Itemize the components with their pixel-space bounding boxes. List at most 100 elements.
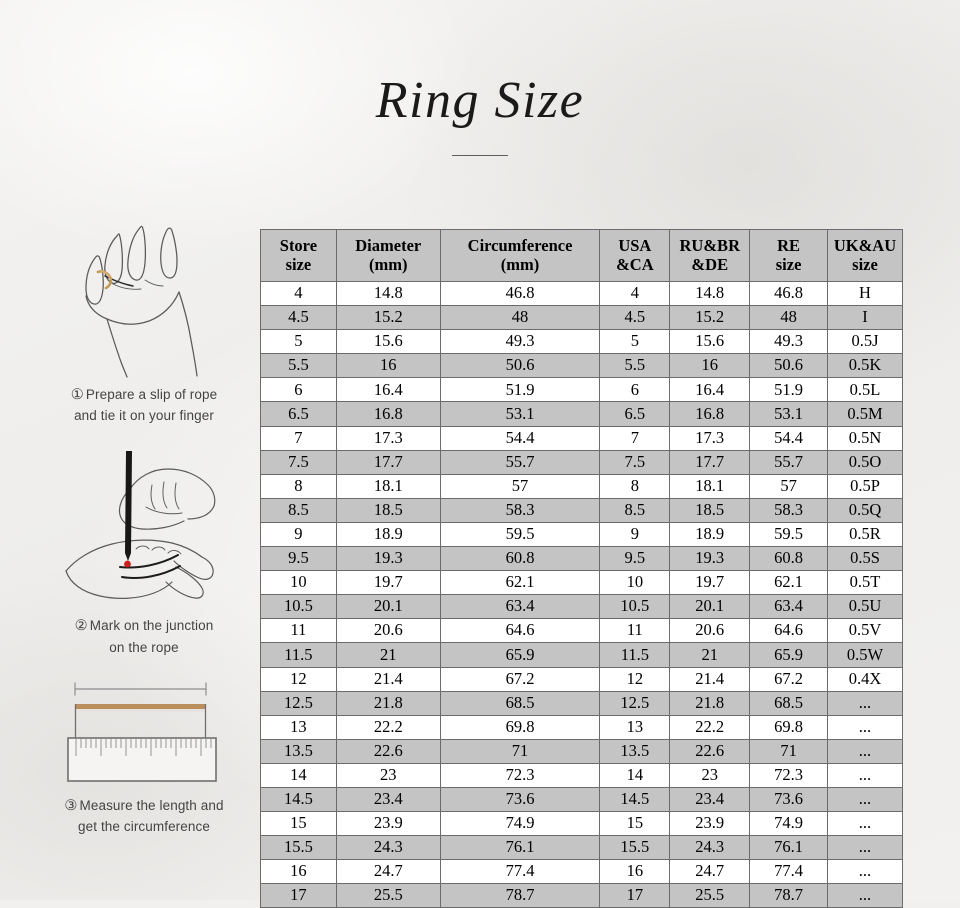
table-row: 9 18.9 59.5 9 18.9 59.5 0.5R bbox=[260, 521, 904, 548]
table-cell: 5 bbox=[599, 329, 671, 355]
table-row: 9.5 19.3 60.8 9.5 19.3 60.8 0.5S bbox=[260, 546, 904, 572]
table-cell: 17.7 bbox=[669, 449, 751, 475]
table-cell: 21 bbox=[335, 642, 441, 668]
table-cell: ... bbox=[826, 690, 904, 716]
table-cell: 23 bbox=[335, 762, 441, 788]
table-cell: 22.2 bbox=[669, 714, 751, 740]
table-cell: 17.3 bbox=[335, 425, 441, 451]
table-cell: 54.4 bbox=[439, 425, 601, 451]
table-cell: 46.8 bbox=[749, 280, 828, 307]
table-cell: 63.4 bbox=[749, 594, 828, 620]
table-cell: 12 bbox=[599, 666, 671, 692]
table-cell: 23.4 bbox=[669, 786, 751, 813]
table-cell: 8.5 bbox=[599, 497, 671, 523]
table-cell: 0.5R bbox=[826, 521, 904, 548]
table-cell: 23.9 bbox=[335, 811, 441, 837]
table-cell: 20.1 bbox=[669, 594, 751, 620]
table-cell: 9 bbox=[260, 521, 337, 548]
table-cell: 21.4 bbox=[669, 666, 751, 692]
table-row: 6.5 16.8 53.1 6.5 16.8 53.1 0.5M bbox=[260, 401, 904, 427]
table-cell: H bbox=[826, 280, 904, 307]
table-cell: 14.8 bbox=[669, 280, 751, 307]
table-cell: 22.2 bbox=[335, 714, 441, 740]
table-row: 12.5 21.8 68.5 12.5 21.8 68.5... bbox=[260, 690, 904, 716]
table-cell: 21 bbox=[669, 642, 751, 668]
table-cell: 22.6 bbox=[669, 738, 751, 764]
table-cell: 19.7 bbox=[669, 570, 751, 596]
table-cell: 48 bbox=[749, 305, 828, 331]
table-cell: 0.4X bbox=[826, 666, 904, 692]
table-header-row: Store size Diameter (mm) Circumference (mm… bbox=[260, 229, 904, 282]
table-cell: 0.5W bbox=[826, 642, 904, 668]
table-cell: 15.6 bbox=[335, 329, 441, 355]
table-cell: 15.5 bbox=[260, 835, 337, 861]
table-cell: 49.3 bbox=[749, 329, 828, 355]
table-cell: 73.6 bbox=[439, 786, 601, 813]
table-cell: 48 bbox=[439, 305, 601, 331]
table-cell: 0.5T bbox=[826, 570, 904, 596]
table-column-header-0: Store size bbox=[260, 229, 337, 282]
table-cell: 62.1 bbox=[439, 570, 601, 596]
table-cell: ... bbox=[826, 859, 904, 885]
table-cell: 23.9 bbox=[669, 811, 751, 837]
title-divider bbox=[452, 154, 508, 156]
table-cell: 16.8 bbox=[335, 401, 441, 427]
table-cell: ... bbox=[826, 714, 904, 740]
step-2-number: ② bbox=[74, 618, 88, 635]
table-cell: 6 bbox=[599, 377, 671, 403]
table-cell: 16 bbox=[335, 353, 441, 379]
step-1-number: ① bbox=[70, 387, 84, 403]
table-cell: ... bbox=[826, 762, 904, 788]
table-cell: 74.9 bbox=[749, 811, 828, 837]
table-cell: 65.9 bbox=[749, 642, 828, 668]
table-cell: 11 bbox=[260, 618, 337, 644]
table-column-header-1: Diameter (mm) bbox=[335, 229, 441, 282]
table-cell: 72.3 bbox=[749, 762, 828, 788]
table-cell: 13.5 bbox=[599, 738, 671, 764]
table-cell: 20.6 bbox=[669, 618, 751, 644]
table-row: 10 19.7 62.1 10 19.7 62.1 0.5T bbox=[260, 570, 904, 596]
table-cell: 76.1 bbox=[439, 835, 601, 861]
table-cell: 60.8 bbox=[749, 546, 828, 572]
table-cell: 23 bbox=[669, 762, 751, 788]
table-cell: 58.3 bbox=[749, 497, 828, 523]
table-cell: 14.5 bbox=[260, 786, 337, 813]
table-cell: 67.2 bbox=[439, 666, 601, 692]
table-cell: 77.4 bbox=[439, 859, 601, 885]
table-cell: 0.5L bbox=[826, 377, 904, 403]
table-cell: 24.7 bbox=[669, 859, 751, 885]
table-cell: 16.8 bbox=[669, 401, 751, 427]
table-cell: 63.4 bbox=[439, 594, 601, 620]
table-cell: 16.4 bbox=[669, 377, 751, 403]
table-cell: 51.9 bbox=[749, 377, 828, 403]
ruler-measuring-rope-icon bbox=[28, 677, 260, 789]
table-cell: 8 bbox=[260, 473, 337, 499]
step-1-caption: ① Prepare a slip of rope and tie it on yo… bbox=[28, 384, 260, 427]
table-cell: 14 bbox=[260, 762, 337, 788]
table-row: 13 22.2 69.8 13 22.2 69.8... bbox=[260, 714, 904, 740]
table-row: 15.5 24.3 76.1 15.5 24.3 76.1... bbox=[260, 835, 904, 861]
table-cell: 53.1 bbox=[439, 401, 601, 427]
table-column-header-3: USA &CA bbox=[599, 229, 671, 282]
table-cell: 55.7 bbox=[749, 449, 828, 475]
table-cell: 18.9 bbox=[335, 521, 441, 548]
table-cell: 0.5V bbox=[826, 618, 904, 644]
table-cell: 20.6 bbox=[335, 618, 441, 644]
step-3-line-2: get the circumference bbox=[78, 819, 210, 835]
table-cell: 0.5M bbox=[826, 401, 904, 427]
table-cell: 58.3 bbox=[439, 497, 601, 523]
table-cell: 0.5P bbox=[826, 473, 904, 499]
table-row: 12 21.4 67.2 12 21.4 67.2 0.4X bbox=[260, 666, 904, 692]
table-row: 16 24.7 77.4 16 24.7 77.4... bbox=[260, 859, 904, 885]
hand-with-rope-icon bbox=[28, 218, 260, 378]
table-cell: 64.6 bbox=[749, 618, 828, 644]
table-cell: 11.5 bbox=[260, 642, 337, 668]
table-cell: 53.1 bbox=[749, 401, 828, 427]
table-cell: 15.2 bbox=[669, 305, 751, 331]
table-cell: 0.5N bbox=[826, 425, 904, 451]
table-cell: 0.5O bbox=[826, 449, 904, 475]
table-cell: 17.7 bbox=[335, 449, 441, 475]
table-row: 14 23 72.3 14 23 72.3... bbox=[260, 762, 904, 788]
table-cell: 57 bbox=[749, 473, 828, 499]
table-cell: 16 bbox=[260, 859, 337, 885]
